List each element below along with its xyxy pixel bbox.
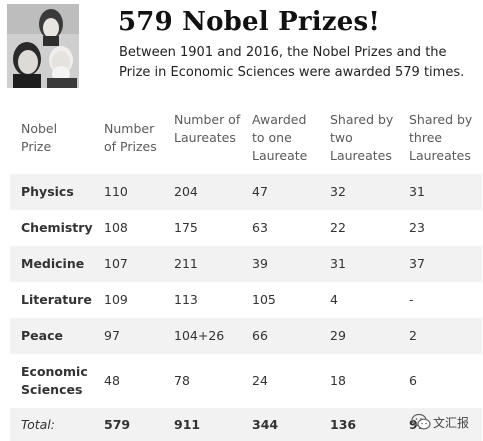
cell-three: 23 xyxy=(409,220,425,235)
cell-one: 66 xyxy=(252,328,268,343)
cell-laureates: 113 xyxy=(174,292,198,307)
watermark-text: 文汇报 xyxy=(433,416,470,430)
cell-one: 24 xyxy=(252,373,268,388)
cell-one: 47 xyxy=(252,184,268,199)
cell-two: 31 xyxy=(330,256,346,271)
cell-prizes: 109 xyxy=(104,292,128,307)
cell-laureates: 104+26 xyxy=(174,328,225,343)
row-label: Medicine xyxy=(21,256,85,271)
page-title: 579 Nobel Prizes! xyxy=(118,7,380,37)
cell-laureates: 78 xyxy=(174,373,190,388)
page-subtitle: Between 1901 and 2016, the Nobel Prizes … xyxy=(119,45,465,80)
cell-three: 37 xyxy=(409,256,425,271)
table-row: Medicine 107 211 39 31 37 xyxy=(10,246,482,282)
header-shared-by-three: Shared by three Laureates xyxy=(409,112,473,163)
cell-three: 2 xyxy=(409,328,417,343)
total-label: Total: xyxy=(21,417,55,432)
cell-three: 31 xyxy=(409,184,425,199)
table-row: Economic Sciences 48 78 24 18 6 xyxy=(10,354,482,408)
cell-prizes: 48 xyxy=(104,373,120,388)
cell-laureates: 204 xyxy=(174,184,198,199)
cell-prizes: 97 xyxy=(104,328,120,343)
nobel-table: Nobel Prize Number of Prizes Number of L… xyxy=(10,100,482,441)
header-shared-by-two: Shared by two Laureates xyxy=(330,112,394,163)
cell-two: 32 xyxy=(330,184,346,199)
total-two: 136 xyxy=(330,417,357,432)
row-label: Chemistry xyxy=(21,220,93,235)
table-row: Peace 97 104+26 66 29 2 xyxy=(10,318,482,354)
wechat-icon xyxy=(411,413,431,430)
total-laureates: 911 xyxy=(174,417,201,432)
row-label: Literature xyxy=(21,292,92,307)
cell-three: 6 xyxy=(409,373,417,388)
cell-one: 63 xyxy=(252,220,268,235)
cell-two: 29 xyxy=(330,328,346,343)
table-header-row: Nobel Prize Number of Prizes Number of L… xyxy=(10,100,482,174)
cell-prizes: 110 xyxy=(104,184,128,199)
cell-laureates: 211 xyxy=(174,256,198,271)
table-row: Physics 110 204 47 32 31 xyxy=(10,174,482,210)
watermark: 文汇报 xyxy=(411,412,479,434)
row-label: Economic Sciences xyxy=(21,364,88,397)
cell-laureates: 175 xyxy=(174,220,198,235)
header-number-of-laureates: Number of Laureates xyxy=(174,112,241,145)
cell-prizes: 108 xyxy=(104,220,128,235)
table-total-row: Total: 579 911 344 136 99 xyxy=(10,408,482,441)
header: 579 Nobel Prizes! Between 1901 and 2016,… xyxy=(0,0,483,96)
total-prizes: 579 xyxy=(104,417,131,432)
header-nobel-prize: Nobel Prize xyxy=(21,121,58,154)
laureates-photo xyxy=(7,4,79,88)
header-awarded-to-one: Awarded to one Laureate xyxy=(252,112,308,163)
cell-two: 18 xyxy=(330,373,346,388)
cell-one: 105 xyxy=(252,292,276,307)
cell-prizes: 107 xyxy=(104,256,128,271)
table-row: Chemistry 108 175 63 22 23 xyxy=(10,210,482,246)
cell-three: - xyxy=(409,292,414,307)
row-label: Physics xyxy=(21,184,74,199)
total-one: 344 xyxy=(252,417,279,432)
cell-two: 4 xyxy=(330,292,338,307)
cell-two: 22 xyxy=(330,220,346,235)
header-number-of-prizes: Number of Prizes xyxy=(104,121,157,154)
row-label: Peace xyxy=(21,328,63,343)
table-row: Literature 109 113 105 4 - xyxy=(10,282,482,318)
cell-one: 39 xyxy=(252,256,268,271)
